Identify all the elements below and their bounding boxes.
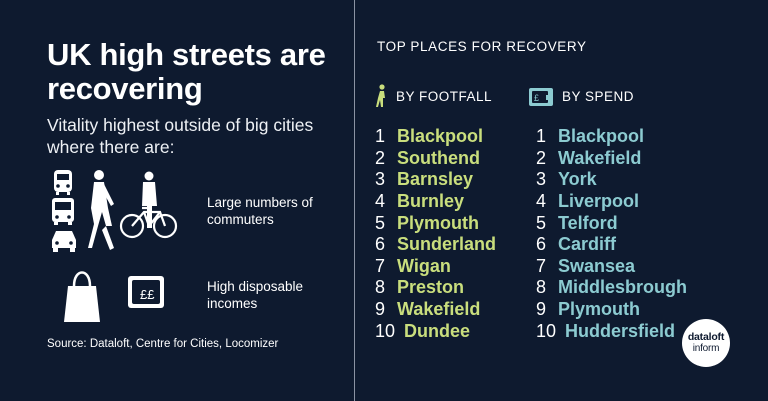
rank: 2 (536, 147, 547, 168)
feature-commuters: Large numbers of commuters (207, 195, 313, 227)
place-name: Burnley (397, 191, 465, 212)
right-panel: TOP PLACES FOR RECOVERY BY FOOTFALL £ BY… (356, 0, 768, 401)
divider (354, 0, 355, 401)
footfall-heading: BY FOOTFALL (374, 84, 492, 108)
page-subtitle: Vitality highest outside of big cities w… (47, 115, 314, 157)
list-item: 9 Wakefield (375, 299, 496, 321)
logo-line1: dataloft (687, 331, 725, 343)
place-name: York (558, 169, 597, 190)
list-item: 1 Blackpool (375, 126, 496, 148)
rank: 3 (536, 169, 547, 190)
list-item: 8 Middlesbrough (536, 277, 687, 299)
rank: 10 (375, 320, 396, 341)
footfall-heading-label: BY FOOTFALL (396, 88, 493, 104)
list-item: 10 Dundee (375, 320, 496, 342)
place-name: Wakefield (558, 147, 642, 168)
logo-line2: inform (692, 343, 720, 354)
place-name: Plymouth (397, 212, 480, 233)
place-name: Dundee (404, 320, 471, 341)
list-item: 8 Preston (375, 277, 496, 299)
list-item: 4 Liverpool (536, 191, 687, 213)
list-item: 10 Huddersfield (536, 320, 687, 342)
place-name: Blackpool (397, 126, 484, 147)
wallet-icon: £ (528, 85, 554, 107)
list-item: 5 Telford (536, 212, 687, 234)
place-name: Wakefield (397, 299, 481, 320)
list-item: 6 Sunderland (375, 234, 496, 256)
rank: 1 (375, 126, 386, 147)
place-name: Sunderland (397, 234, 497, 255)
place-name: Plymouth (558, 299, 641, 320)
rank: 8 (375, 277, 386, 298)
list-item: 2 Wakefield (536, 148, 687, 170)
rank: 3 (375, 169, 386, 190)
place-name: Liverpool (558, 191, 640, 212)
spend-heading: £ BY SPEND (528, 84, 634, 108)
footfall-list: 1 Blackpool 2 Southend 3 Barnsley 4 Burnley … (375, 126, 496, 342)
place-name: Middlesbrough (558, 277, 687, 298)
feature-incomes: High disposable incomes (207, 279, 304, 311)
list-item: 9 Plymouth (536, 299, 687, 321)
list-item: 2 Southend (375, 148, 496, 170)
place-name: Wigan (397, 255, 451, 276)
rank: 1 (536, 126, 547, 147)
place-name: Barnsley (397, 169, 474, 190)
place-name: Swansea (558, 255, 636, 276)
list-item: 4 Burnley (375, 191, 496, 213)
rank: 5 (536, 212, 547, 233)
svg-text:££: ££ (140, 287, 155, 302)
rank: 4 (536, 191, 547, 212)
place-name: Huddersfield (565, 320, 676, 341)
source-note: Source: Dataloft, Centre for Cities, Loc… (47, 338, 279, 350)
spend-heading-label: BY SPEND (562, 88, 635, 104)
list-item: 6 Cardiff (536, 234, 687, 256)
list-item: 3 Barnsley (375, 169, 496, 191)
rank: 9 (536, 299, 547, 320)
place-name: Telford (558, 212, 618, 233)
place-name: Southend (397, 147, 480, 168)
list-item: 3 York (536, 169, 687, 191)
left-panel: UK high streets are recovering Vitality … (0, 0, 354, 401)
place-name: Preston (397, 277, 465, 298)
rank: 6 (375, 234, 386, 255)
rank: 7 (375, 255, 386, 276)
rank: 10 (536, 320, 557, 341)
page-title: UK high streets are recovering (47, 37, 326, 106)
list-item: 7 Swansea (536, 256, 687, 278)
rank: 6 (536, 234, 547, 255)
commuters-icon (52, 170, 178, 252)
list-item: 7 Wigan (375, 256, 496, 278)
rank: 9 (375, 299, 386, 320)
place-name: Cardiff (558, 234, 616, 255)
rank: 7 (536, 255, 547, 276)
walking-person-icon (374, 84, 388, 108)
rankings-title: TOP PLACES FOR RECOVERY (377, 39, 587, 54)
svg-text:£: £ (534, 93, 540, 103)
dataloft-logo: dataloft inform (682, 319, 730, 367)
rank: 5 (375, 212, 386, 233)
rank: 2 (375, 147, 386, 168)
list-item: 5 Plymouth (375, 212, 496, 234)
rank: 4 (375, 191, 386, 212)
place-name: Blackpool (558, 126, 645, 147)
list-item: 1 Blackpool (536, 126, 687, 148)
rank: 8 (536, 277, 547, 298)
spend-list: 1 Blackpool 2 Wakefield 3 York 4 Liverpool 5… (536, 126, 687, 342)
shopping-bag-wallet-icon: ££ (64, 271, 164, 322)
